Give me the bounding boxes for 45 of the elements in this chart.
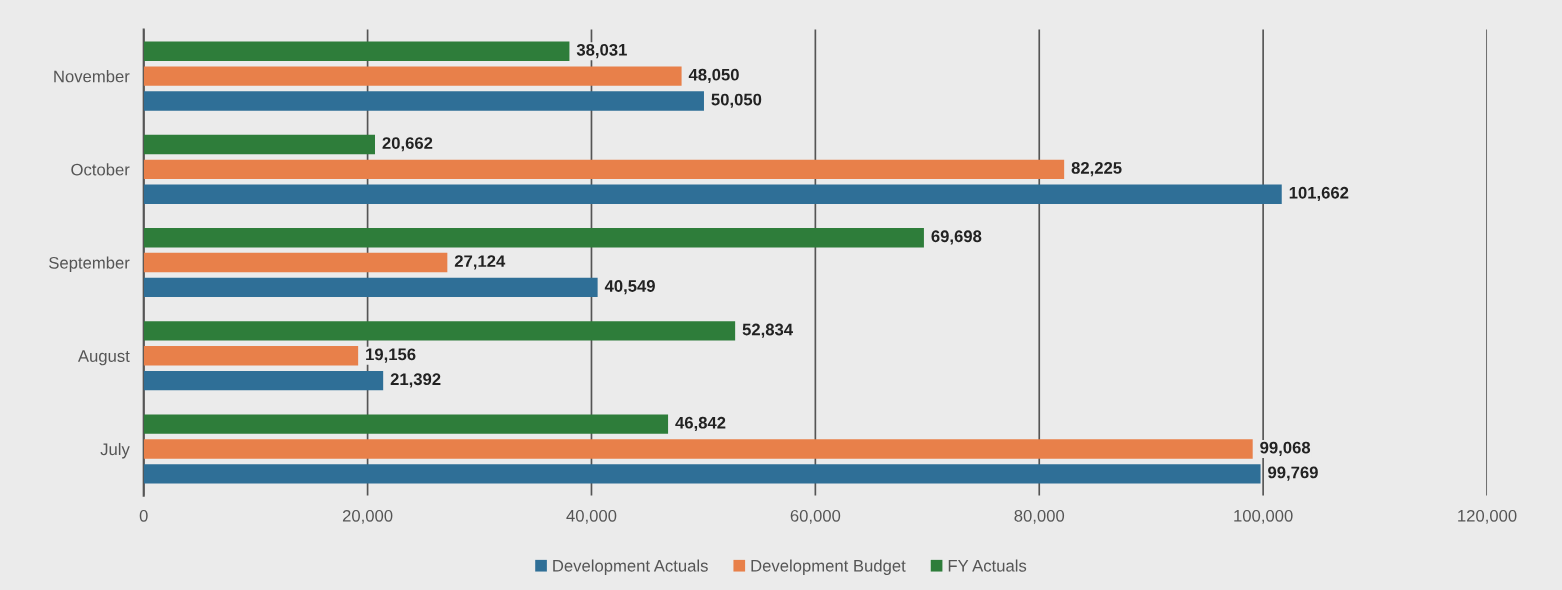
- data-label: 52,834: [742, 323, 793, 338]
- x-tick-label: 120,000: [1458, 509, 1517, 524]
- legend-label: Development Actuals: [553, 559, 708, 575]
- data-label: 20,662: [382, 137, 433, 152]
- bar: [143, 370, 384, 391]
- legend-label: FY Actuals: [948, 559, 1027, 572]
- x-tick-label: 20,000: [342, 509, 393, 524]
- data-label: 46,842: [675, 416, 726, 432]
- bar: [143, 228, 924, 248]
- bar: [143, 159, 1065, 180]
- y-tick-label: September: [49, 256, 130, 273]
- bar: [143, 346, 359, 366]
- data-label: 101,662: [1289, 186, 1349, 202]
- y-tick-label: July: [100, 442, 130, 459]
- data-label: 48,050: [688, 68, 739, 83]
- data-label: 69,698: [931, 230, 982, 245]
- x-tick-label: 100,000: [1234, 509, 1293, 524]
- bar: [143, 41, 570, 61]
- data-label: 19,156: [366, 348, 416, 363]
- y-tick-label: August: [77, 350, 130, 366]
- bar: [143, 66, 682, 86]
- bar: [143, 439, 1253, 459]
- bar: [143, 464, 1261, 484]
- bar: [143, 91, 704, 111]
- data-label: 21,392: [390, 373, 441, 388]
- data-label: 99,068: [1260, 441, 1311, 456]
- data-label: 40,549: [604, 280, 655, 295]
- data-label: 50,050: [711, 93, 762, 108]
- bar: [143, 184, 1282, 204]
- y-tick-label: November: [54, 70, 130, 83]
- x-tick-label: 60,000: [790, 509, 841, 524]
- bar: [143, 252, 448, 273]
- data-label: 99,769: [1268, 466, 1318, 481]
- bar: [143, 321, 736, 341]
- x-tick-label: 0: [139, 509, 148, 522]
- y-tick-label: October: [71, 163, 130, 176]
- data-label: 82,225: [1071, 162, 1122, 177]
- bar: [143, 277, 598, 298]
- data-label: 27,124: [454, 255, 506, 270]
- x-tick-label: 40,000: [566, 509, 617, 524]
- bar: [143, 414, 669, 434]
- bar: [143, 134, 375, 155]
- x-tick-label: 80,000: [1014, 509, 1065, 524]
- legend-label: Development Budget: [751, 559, 906, 575]
- data-label: 38,031: [576, 43, 627, 59]
